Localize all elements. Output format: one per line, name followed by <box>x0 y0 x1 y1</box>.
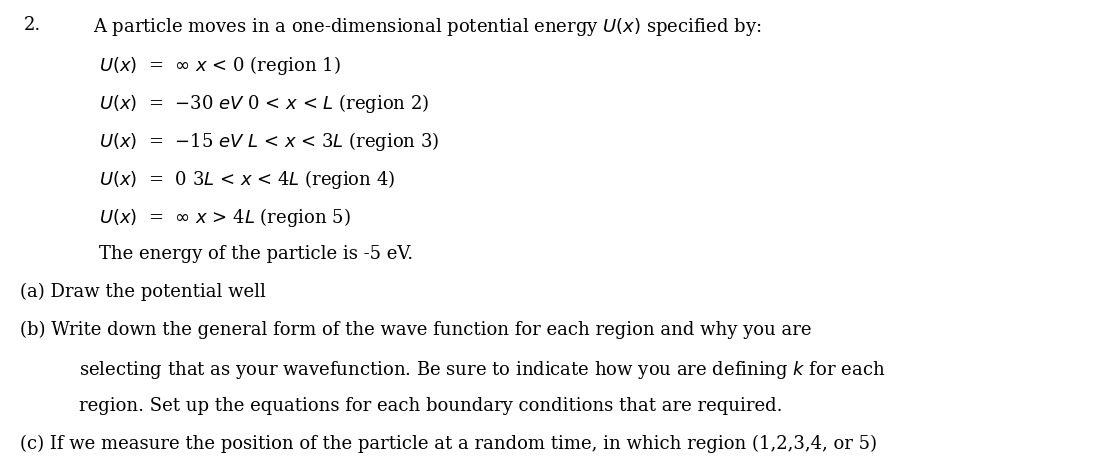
Text: 2.: 2. <box>24 16 42 34</box>
Text: $U(x)$  =  $\infty$ $x$ < 0 (region 1): $U(x)$ = $\infty$ $x$ < 0 (region 1) <box>99 54 340 77</box>
Text: selecting that as your wavefunction. Be sure to indicate how you are defining $k: selecting that as your wavefunction. Be … <box>79 358 885 380</box>
Text: $U(x)$  =  $\infty$ $x$ > 4$L$ (region 5): $U(x)$ = $\infty$ $x$ > 4$L$ (region 5) <box>99 206 350 229</box>
Text: $U(x)$  =  −15 $eV$ $L$ < $x$ < 3$L$ (region 3): $U(x)$ = −15 $eV$ $L$ < $x$ < 3$L$ (regi… <box>99 130 439 153</box>
Text: $U(x)$  =  0 3$L$ < $x$ < 4$L$ (region 4): $U(x)$ = 0 3$L$ < $x$ < 4$L$ (region 4) <box>99 168 395 191</box>
Text: $U(x)$  =  −30 $eV$ 0 < $x$ < $L$ (region 2): $U(x)$ = −30 $eV$ 0 < $x$ < $L$ (region … <box>99 92 429 115</box>
Text: (a) Draw the potential well: (a) Draw the potential well <box>20 282 266 300</box>
Text: region. Set up the equations for each boundary conditions that are required.: region. Set up the equations for each bo… <box>79 396 783 414</box>
Text: (b) Write down the general form of the wave function for each region and why you: (b) Write down the general form of the w… <box>20 320 811 338</box>
Text: A particle moves in a one-dimensional potential energy $U(x)$ specified by:: A particle moves in a one-dimensional po… <box>93 16 762 38</box>
Text: The energy of the particle is -5 eV.: The energy of the particle is -5 eV. <box>99 244 413 262</box>
Text: (c) If we measure the position of the particle at a random time, in which region: (c) If we measure the position of the pa… <box>20 434 877 452</box>
